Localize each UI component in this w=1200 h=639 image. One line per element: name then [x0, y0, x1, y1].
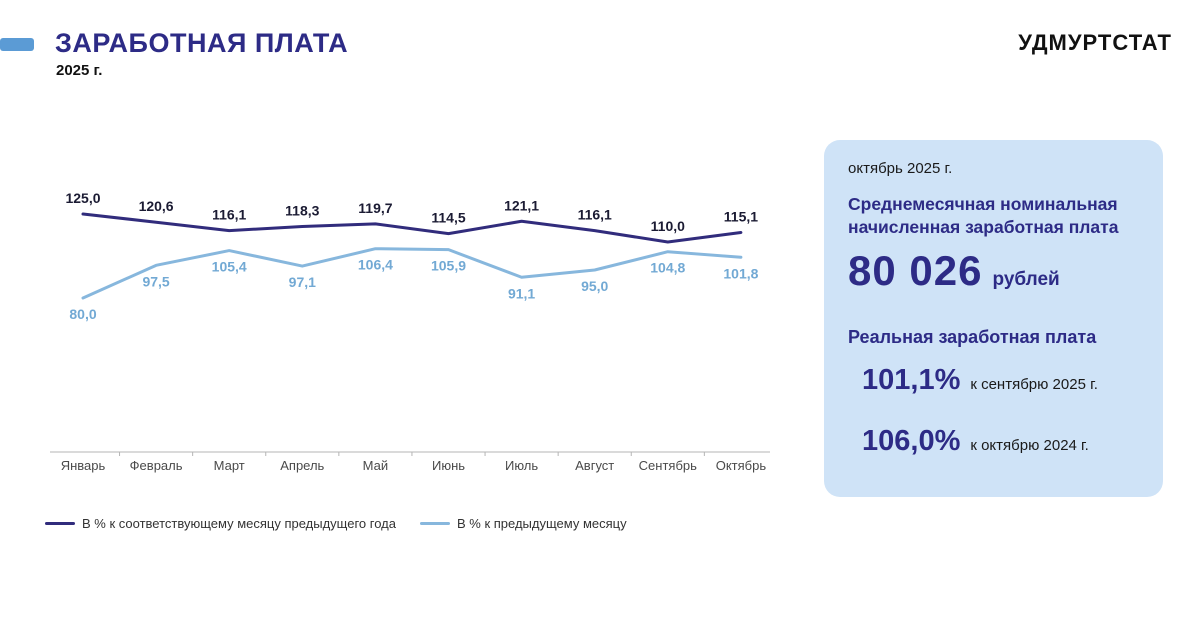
- svg-text:Сентябрь: Сентябрь: [639, 458, 697, 473]
- chart-legend: В % к соответствующему месяцу предыдущег…: [45, 516, 627, 531]
- svg-text:80,0: 80,0: [69, 306, 96, 322]
- svg-text:118,3: 118,3: [285, 203, 319, 219]
- svg-text:119,7: 119,7: [358, 200, 392, 216]
- real-wage-row-mom: 101,1% к сентябрю 2025 г.: [862, 364, 1139, 397]
- svg-text:106,4: 106,4: [358, 257, 393, 273]
- brand-logo-udmurtstat: УДМУРТСТАТ: [1018, 30, 1172, 55]
- page-title: ЗАРАБОТНАЯ ПЛАТА: [55, 28, 349, 58]
- svg-text:116,1: 116,1: [212, 207, 246, 223]
- legend-line-light-icon: [419, 522, 450, 525]
- svg-text:Октябрь: Октябрь: [716, 458, 767, 473]
- svg-text:Июнь: Июнь: [432, 458, 465, 473]
- svg-text:125,0: 125,0: [65, 190, 100, 206]
- svg-text:Май: Май: [363, 458, 388, 473]
- real-wage-title: Реальная заработная плата: [848, 326, 1097, 347]
- card-period: октябрь 2025 г.: [848, 160, 953, 177]
- svg-text:110,0: 110,0: [651, 218, 685, 234]
- svg-text:Август: Август: [575, 458, 614, 473]
- page-subtitle-year: 2025 г.: [56, 62, 103, 79]
- svg-text:115,1: 115,1: [724, 208, 758, 224]
- real-wage-percent: 101,1%: [862, 363, 961, 396]
- svg-text:97,5: 97,5: [142, 273, 169, 289]
- svg-text:116,1: 116,1: [578, 207, 612, 223]
- legend-item-month-over-month: В % к предыдущему месяцу: [419, 516, 627, 531]
- nominal-wage-title: Среднемесячная номинальная начисленная з…: [848, 194, 1119, 237]
- svg-text:97,1: 97,1: [289, 274, 316, 290]
- accent-bar-decoration: [0, 38, 34, 51]
- svg-text:Апрель: Апрель: [280, 458, 324, 473]
- svg-text:Июль: Июль: [505, 458, 538, 473]
- real-wage-row-yoy: 106,0% к октябрю 2024 г.: [862, 425, 1139, 458]
- svg-text:91,1: 91,1: [508, 285, 535, 301]
- svg-text:120,6: 120,6: [139, 198, 174, 214]
- svg-text:105,9: 105,9: [431, 258, 466, 274]
- legend-line-dark-icon: [45, 522, 75, 525]
- svg-text:101,8: 101,8: [723, 265, 758, 281]
- nominal-wage-value: 80 026: [848, 246, 983, 294]
- svg-text:Март: Март: [214, 458, 245, 473]
- svg-text:104,8: 104,8: [650, 260, 685, 276]
- svg-text:114,5: 114,5: [431, 210, 465, 226]
- svg-text:Январь: Январь: [61, 458, 106, 473]
- real-wage-compare-label: к октябрю 2024 г.: [970, 436, 1089, 454]
- svg-text:95,0: 95,0: [581, 278, 608, 294]
- nominal-wage-value-row: 80 026 рублей: [848, 247, 1139, 295]
- summary-card: октябрь 2025 г. Среднемесячная номинальн…: [824, 140, 1163, 497]
- svg-text:105,4: 105,4: [212, 259, 247, 275]
- svg-text:121,1: 121,1: [504, 197, 539, 213]
- real-wage-percent: 106,0%: [862, 424, 961, 457]
- real-wage-compare-label: к сентябрю 2025 г.: [970, 375, 1098, 393]
- wage-line-chart: Январь Февраль Март Апрель Май Июнь Июль Август…: [50, 190, 770, 473]
- legend-label: В % к соответствующему месяцу предыдущег…: [82, 516, 396, 531]
- legend-label: В % к предыдущему месяцу: [456, 516, 627, 531]
- svg-text:Февраль: Февраль: [130, 458, 183, 473]
- nominal-wage-unit: рублей: [992, 268, 1060, 290]
- legend-item-year-over-year: В % к соответствующему месяцу предыдущег…: [45, 516, 396, 531]
